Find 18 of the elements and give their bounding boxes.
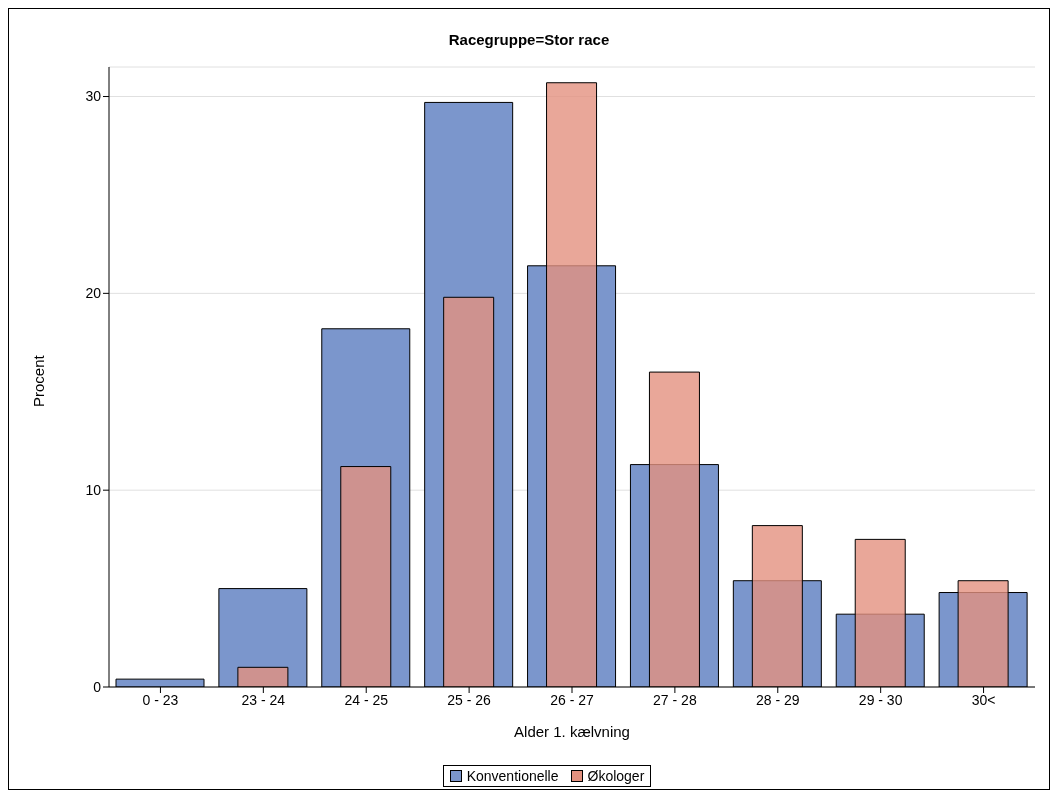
x-tick-label: 25 - 26 <box>447 691 492 708</box>
x-axis-title: Alder 1. kælvning <box>514 723 630 740</box>
x-tick-label: 28 - 29 <box>755 691 800 708</box>
x-tick-label: 29 - 30 <box>858 691 903 708</box>
y-tick-label: 20 <box>85 285 102 302</box>
x-tick-label: 30< <box>971 691 996 708</box>
x-tick-label: 23 - 24 <box>241 691 286 708</box>
y-tick-label: 0 <box>93 678 102 695</box>
x-tick-label: 27 - 28 <box>653 691 697 708</box>
y-axis-title: Procent <box>30 354 48 407</box>
y-tick-label: 30 <box>85 88 102 105</box>
x-tick-label: 24 - 25 <box>344 691 389 708</box>
legend-label: Økologer <box>586 768 645 784</box>
chart-title: Racegruppe=Stor race <box>447 31 611 48</box>
x-tick-label: 26 - 27 <box>550 691 594 708</box>
x-tick-label: 0 - 23 <box>142 691 179 708</box>
y-tick-label: 10 <box>85 482 102 499</box>
legend-label: Konventionelle <box>465 768 559 784</box>
